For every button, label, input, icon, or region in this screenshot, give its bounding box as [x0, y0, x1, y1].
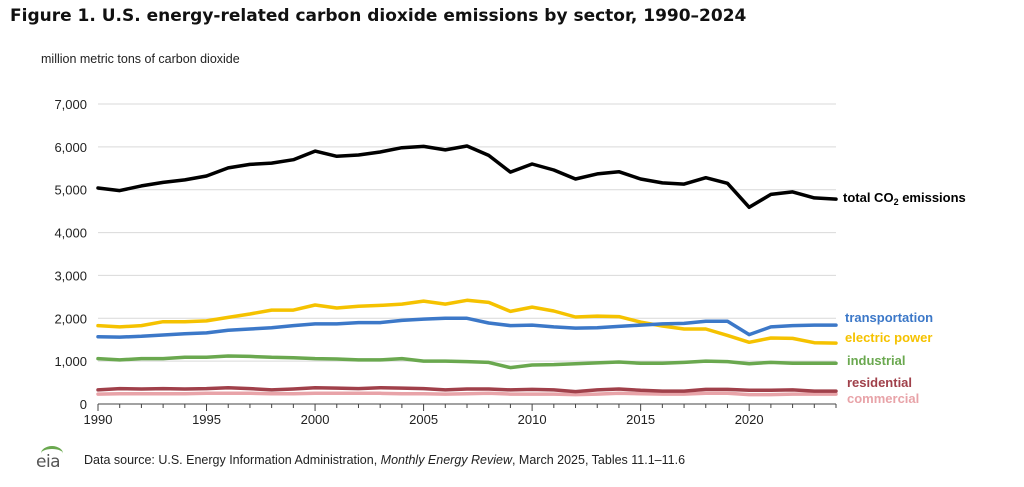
y-tick-label: 3,000: [54, 268, 87, 283]
y-tick-label: 2,000: [54, 311, 87, 326]
series-line: [96, 391, 838, 397]
series-line: [96, 298, 838, 345]
series-label: transportation: [845, 310, 933, 325]
series-line: [96, 316, 838, 339]
series-lines: [96, 144, 838, 397]
x-tick-label: 2015: [626, 412, 655, 427]
series-label-name: commercial: [847, 391, 919, 406]
axes: 0 1,000 2,000 3,000 4,000 5,000 6,000 7,000 1990…: [54, 97, 837, 427]
series-label: electric power: [845, 330, 932, 345]
y-tick-label: 0: [80, 397, 87, 412]
x-tick-label: 1995: [192, 412, 221, 427]
series-label-name: industrial: [847, 353, 906, 368]
series-label: residential: [847, 375, 912, 390]
footer: eia Data source: U.S. Energy Information…: [36, 446, 685, 472]
y-tick-label: 1,000: [54, 354, 87, 369]
x-tick-label: 2020: [735, 412, 764, 427]
series-label-name: electric power: [845, 330, 932, 345]
series-line: [96, 354, 838, 370]
series-label: total CO2 emissions: [843, 190, 966, 207]
eia-logo-text: eia: [36, 452, 61, 472]
x-tick-label: 2005: [409, 412, 438, 427]
eia-logo-arc: [41, 446, 63, 461]
series-line: [96, 144, 838, 210]
series-label-name: total CO: [843, 190, 894, 205]
x-tick-label: 1990: [84, 412, 113, 427]
series-label-suffix: emissions: [899, 190, 966, 205]
y-tick-label: 7,000: [54, 97, 87, 112]
source-publication: Monthly Energy Review: [380, 453, 512, 467]
data-source: Data source: U.S. Energy Information Adm…: [84, 453, 685, 467]
series-label: commercial: [847, 391, 919, 406]
series-label: industrial: [847, 353, 906, 368]
y-axis-unit-label: million metric tons of carbon dioxide: [41, 52, 240, 66]
source-prefix: Data source: U.S. Energy Information Adm…: [84, 453, 381, 467]
series-label-name: transportation: [845, 310, 933, 325]
series-labels: total CO2 emissions transportation electri…: [843, 190, 966, 406]
y-tick-label: 6,000: [54, 140, 87, 155]
y-tick-label: 4,000: [54, 226, 87, 241]
line-chart: 0 1,000 2,000 3,000 4,000 5,000 6,000 7,000 1990…: [54, 97, 966, 427]
series-label-subscript: 2: [894, 197, 899, 207]
eia-logo: eia: [36, 446, 76, 472]
series-line: [96, 385, 838, 394]
x-tick-label: 2000: [301, 412, 330, 427]
y-tick-label: 5,000: [54, 183, 87, 198]
source-suffix: , March 2025, Tables 11.1–11.6: [511, 453, 686, 467]
chart-title: Figure 1. U.S. energy-related carbon dio…: [10, 6, 747, 26]
x-tick-label: 2010: [518, 412, 547, 427]
series-label-name: residential: [847, 375, 912, 390]
